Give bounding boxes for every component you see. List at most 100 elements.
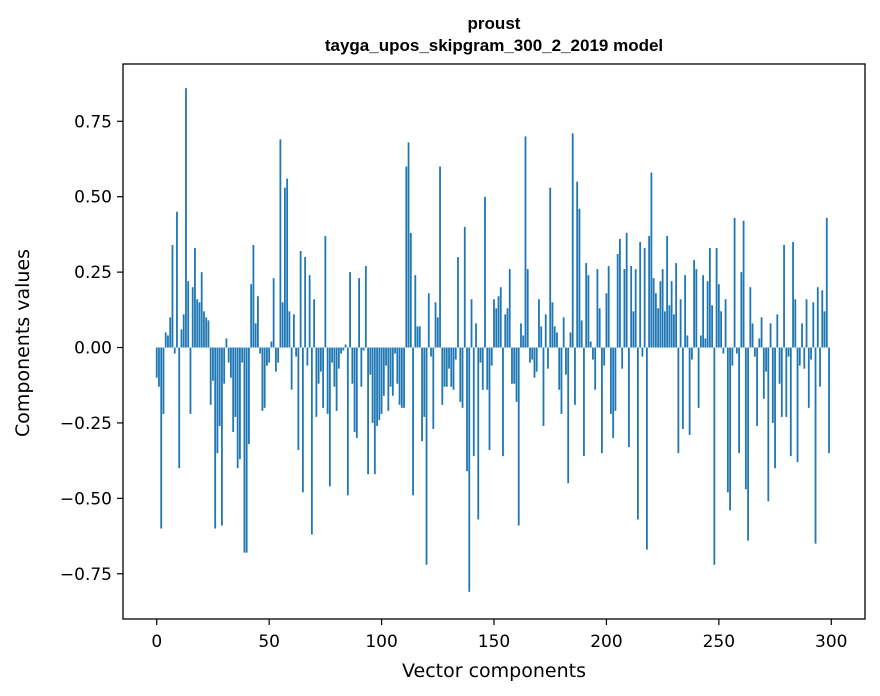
bar-292 (812, 302, 815, 348)
bar-195 (594, 347, 597, 390)
bar-32 (227, 347, 230, 363)
bar-85 (346, 347, 349, 496)
bar-110 (403, 347, 405, 408)
bar-256 (731, 347, 734, 366)
bar-120 (425, 347, 428, 565)
bar-232 (677, 347, 680, 454)
bar-81 (337, 347, 340, 369)
bar-14 (187, 281, 190, 348)
bar-60 (290, 347, 293, 390)
bar-257 (733, 217, 736, 348)
bar-224 (659, 281, 662, 348)
bar-213 (634, 269, 637, 348)
bar-147 (486, 347, 489, 390)
bar-99 (378, 347, 381, 420)
bar-221 (652, 278, 655, 348)
bar-62 (295, 347, 298, 357)
bar-127 (441, 347, 444, 405)
bar-45 (257, 296, 259, 348)
x-axis-label: Vector components (402, 660, 586, 682)
bar-286 (798, 347, 801, 366)
bar-18 (196, 299, 199, 348)
bar-164 (524, 136, 527, 348)
bar-33 (230, 347, 232, 378)
bar-68 (308, 275, 311, 348)
bar-35 (234, 347, 237, 417)
bar-271 (765, 347, 767, 372)
bar-192 (587, 275, 590, 348)
bar-266 (753, 347, 756, 357)
bar-245 (706, 281, 709, 348)
bar-112 (407, 142, 410, 348)
bar-197 (598, 308, 601, 348)
bar-242 (699, 335, 702, 348)
bar-78 (331, 347, 334, 363)
bar-130 (448, 347, 450, 369)
bar-39 (243, 347, 246, 553)
bar-98 (376, 347, 378, 426)
bar-268 (758, 338, 761, 348)
bar-146 (484, 196, 486, 348)
bar-210 (628, 347, 630, 448)
bar-116 (416, 326, 419, 348)
bar-28 (218, 347, 221, 426)
bar-185 (571, 133, 574, 348)
bar-72 (317, 347, 320, 384)
bar-238 (690, 347, 693, 360)
bar-144 (479, 347, 482, 363)
bar-24 (209, 347, 212, 405)
bar-97 (373, 347, 376, 475)
bar-263 (747, 347, 749, 541)
bar-69 (310, 347, 313, 535)
chart-subtitle: tayga_upos_skipgram_300_2_2019 model (325, 36, 663, 55)
bar-179 (558, 347, 561, 390)
bar-10 (178, 347, 181, 469)
bar-280 (785, 347, 788, 417)
bar-288 (803, 347, 806, 369)
bar-231 (675, 263, 678, 348)
bar-7 (171, 244, 174, 348)
bar-126 (439, 166, 441, 348)
bar-70 (313, 299, 316, 348)
bar-36 (236, 347, 239, 469)
bar-121 (427, 293, 430, 348)
bar-151 (495, 308, 498, 348)
x-tick-label: 200 (590, 632, 622, 652)
x-tick-label: 100 (365, 632, 397, 652)
bar-125 (436, 317, 439, 348)
bar-298 (825, 217, 828, 348)
bar-29 (221, 347, 223, 526)
bar-114 (412, 347, 414, 496)
bar-106 (394, 347, 396, 354)
bar-187 (576, 181, 579, 348)
bar-255 (729, 347, 731, 511)
bar-206 (619, 238, 621, 348)
bar-250 (717, 284, 720, 348)
bar-261 (742, 220, 745, 348)
bar-196 (596, 269, 599, 348)
bar-265 (751, 323, 754, 348)
bar-2 (160, 347, 163, 529)
bar-182 (565, 347, 567, 375)
bar-218 (646, 347, 648, 550)
bar-208 (623, 269, 626, 348)
bar-295 (819, 347, 821, 387)
bar-115 (414, 275, 417, 348)
bar-233 (679, 299, 682, 348)
bar-57 (283, 187, 286, 348)
bar-220 (650, 172, 653, 348)
bar-25 (212, 347, 214, 381)
bar-235 (684, 275, 687, 348)
bar-53 (275, 347, 277, 372)
bar-259 (738, 347, 740, 454)
bar-174 (547, 347, 549, 369)
bar-177 (553, 326, 556, 348)
bar-89 (355, 347, 358, 439)
bar-275 (774, 347, 776, 469)
bar-128 (443, 347, 446, 387)
bar-75 (324, 235, 327, 348)
bar-291 (810, 347, 812, 360)
bar-252 (722, 347, 725, 354)
bar-217 (643, 247, 646, 348)
bar-184 (569, 332, 572, 348)
